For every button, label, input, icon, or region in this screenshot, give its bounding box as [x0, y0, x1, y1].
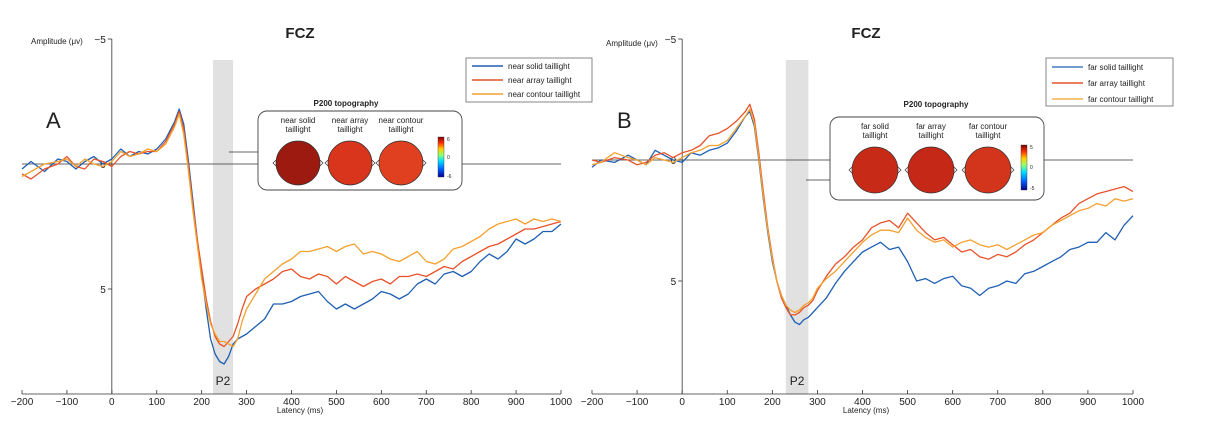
x-tick-label: 1000 — [550, 397, 573, 408]
x-tick-label: 400 — [854, 397, 871, 408]
panel-a-title: FCZ — [285, 25, 314, 42]
series-line-far-contour-taillight — [591, 108, 1134, 314]
x-tick-label: 700 — [989, 397, 1006, 408]
panel-b-legend-label-solid: far solid taillight — [1088, 63, 1144, 72]
panel-b-head-map-array — [904, 146, 958, 194]
x-tick-label: −200 — [11, 397, 34, 408]
panel-a-inset-title: P200 topography — [314, 99, 379, 108]
x-tick-label: 600 — [944, 397, 961, 408]
panel-a-series-lines — [21, 108, 562, 365]
panel-b-legend-box — [1045, 57, 1174, 107]
x-tick-label: −200 — [581, 397, 604, 408]
panel-a-colorbar-tick-bottom: -6 — [447, 174, 452, 180]
x-tick-label: 0 — [679, 397, 685, 408]
panel-b-head-map-solid — [848, 146, 902, 194]
panel-b-inset-label-3: far contour taillight — [969, 122, 1008, 140]
panel-b-legend-label-contour: far contour taillight — [1088, 95, 1154, 104]
panel-b-p2-label: P2 — [790, 374, 805, 388]
x-tick-label: 800 — [463, 397, 480, 408]
panel-b-inset-label-1: far solid taillight — [861, 122, 889, 140]
panel-b-x-ticks: −200 −100 0 100 200 300 400 500 600 700 800 900 1000 — [581, 390, 1145, 408]
panel-a-legend-label-contour: near contour taillight — [508, 90, 581, 99]
panel-a-legend-label-solid: near solid taillight — [508, 62, 571, 71]
panel-b-topography-inset: P200 topography far solid taillight far a… — [806, 100, 1045, 201]
panel-b-p2-window — [785, 60, 809, 394]
panel-a-letter: A — [46, 108, 61, 133]
panel-a-head-map-solid — [272, 140, 324, 186]
panel-b-legend-label-array: far array taillight — [1088, 79, 1146, 88]
x-tick-label: 100 — [719, 397, 736, 408]
panel-a-inset-label-1: near solid taillight — [281, 116, 316, 134]
panel-a-colorbar-tick-mid: 0 — [447, 155, 450, 161]
series-line-far-array-taillight — [591, 103, 1134, 316]
x-tick-label: 900 — [1080, 397, 1097, 408]
x-tick-label: 100 — [148, 397, 165, 408]
x-tick-label: −100 — [56, 397, 79, 408]
panel-b-colorbar-tick-mid: 0 — [1030, 165, 1033, 171]
panel-b-colorbar-tick-top: 5 — [1030, 145, 1033, 151]
x-tick-label: 1000 — [1122, 397, 1145, 408]
panel-a-head-map-array — [324, 140, 376, 186]
panel-b-ylabel: Amplitude (μv) — [606, 39, 658, 48]
panel-a: FCZ Amplitude (μv) A −200 −100 0 100 200 300 4… — [11, 25, 593, 415]
x-tick-label: 300 — [238, 397, 255, 408]
panel-b-inset-title: P200 topography — [904, 100, 969, 109]
panel-a-legend: near solid taillight near array tailligh… — [465, 57, 593, 103]
x-tick-label: 300 — [809, 397, 826, 408]
y-tick-label: 5 — [100, 285, 106, 296]
panel-b-title: FCZ — [851, 25, 880, 42]
panel-b-head-map-contour — [961, 146, 1015, 194]
panel-b-plot: −200 −100 0 100 200 300 400 500 600 700 800 900 1000… — [581, 35, 1145, 415]
x-tick-label: 400 — [283, 397, 300, 408]
panel-a-colorbar — [437, 136, 445, 178]
panel-a-p2-window — [212, 60, 234, 394]
panel-a-inset-label-3: near contour taillight — [379, 116, 424, 134]
panel-a-ylabel: Amplitude (μv) — [31, 37, 83, 46]
y-tick-label: −5 — [665, 35, 677, 46]
panel-b-series-lines — [591, 103, 1134, 326]
panel-a-xlabel: Latency (ms) — [277, 406, 324, 415]
x-tick-label: 700 — [418, 397, 435, 408]
panel-b-legend: far solid taillight far array taillight … — [1045, 57, 1174, 107]
panel-a-topography-inset: P200 topography near solid taillight near… — [229, 99, 463, 191]
panel-b-colorbar — [1020, 144, 1028, 191]
x-tick-label: 900 — [508, 397, 525, 408]
x-tick-label: 600 — [373, 397, 390, 408]
panel-a-p2-label: P2 — [216, 374, 231, 388]
panel-b-letter: B — [617, 108, 632, 133]
panel-a-colorbar-tick-top: 6 — [447, 137, 450, 143]
x-tick-label: 200 — [764, 397, 781, 408]
panel-b-xlabel: Latency (ms) — [843, 406, 890, 415]
panel-b: FCZ Amplitude (μv) B −200 −100 0 100 200 300 4… — [581, 25, 1174, 415]
x-tick-label: 500 — [328, 397, 345, 408]
x-tick-label: 0 — [109, 397, 115, 408]
panel-a-inset-label-2: near array taillight — [332, 116, 368, 134]
y-tick-label: −5 — [94, 35, 106, 46]
y-tick-label: 5 — [671, 277, 677, 288]
x-tick-label: −100 — [626, 397, 649, 408]
x-tick-label: 500 — [899, 397, 916, 408]
panel-a-plot: −200 −100 0 100 200 300 400 500 600 700 800 900 1000… — [11, 35, 573, 415]
x-tick-label: 800 — [1034, 397, 1051, 408]
panel-a-x-ticks: −200 −100 0 100 200 300 400 500 600 700 800 900 1000 — [11, 390, 573, 408]
series-line-near-contour-taillight — [21, 113, 562, 348]
panel-a-head-map-contour — [375, 140, 427, 186]
series-line-far-solid-taillight — [591, 110, 1134, 326]
panel-a-legend-label-array: near array taillight — [508, 76, 572, 85]
x-tick-label: 200 — [193, 397, 210, 408]
panel-b-colorbar-tick-bottom: -5 — [1030, 186, 1035, 192]
panel-b-inset-label-2: far array taillight — [916, 122, 946, 140]
